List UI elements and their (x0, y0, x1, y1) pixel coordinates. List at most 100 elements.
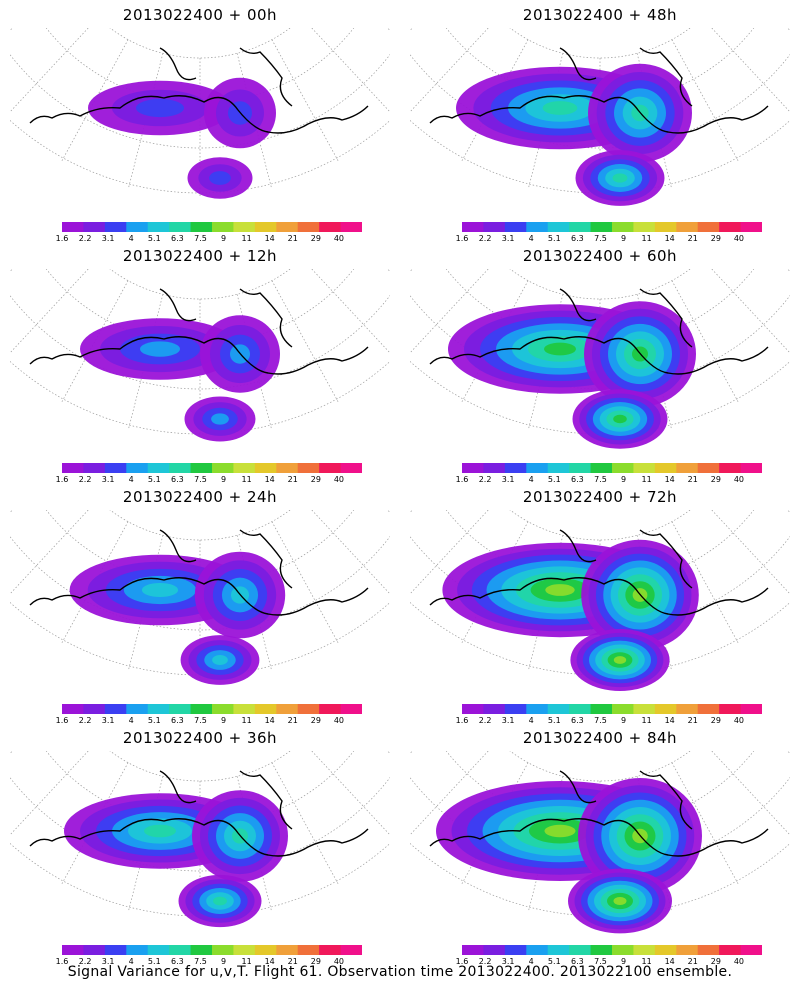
colorbar-swatch (697, 463, 720, 473)
colorbar-swatch (104, 704, 127, 714)
colorbar-tick-label: 40 (733, 957, 745, 966)
colorbar-swatch (740, 463, 762, 473)
colorbar (62, 222, 362, 232)
colorbar (62, 463, 362, 473)
coastline (429, 529, 769, 616)
colorbar-tick-label: 2.2 (478, 716, 492, 725)
variance-field (64, 790, 288, 928)
colorbar-swatch (104, 222, 127, 232)
colorbar-swatch (147, 222, 170, 232)
coastline (29, 288, 369, 375)
colorbar-swatch (697, 945, 720, 955)
colorbar-swatch (569, 945, 592, 955)
coastline (429, 288, 769, 375)
colorbar-tick-label: 11 (641, 234, 652, 243)
colorbar (62, 704, 362, 714)
colorbar-swatch (547, 945, 570, 955)
colorbar-swatch (254, 945, 277, 955)
colorbar-swatch (654, 222, 677, 232)
colorbar-swatch (169, 222, 192, 232)
colorbar-swatch (254, 704, 277, 714)
colorbar-swatch (612, 222, 634, 232)
colorbar-tick-label: 4 (528, 234, 534, 243)
colorbar-swatch (654, 945, 677, 955)
map-panel: 2013022400 + 36h 1.6 2.2 3.1 4 5.1 6.3 7.5 9 11 14… (0, 723, 400, 966)
colorbar-swatch (276, 222, 299, 232)
colorbar-swatch (297, 222, 320, 232)
colorbar-tick-label: 2.2 (78, 716, 92, 725)
colorbar-labels: 1.6 2.2 3.1 4 5.1 6.3 7.5 9 11 14 21 29 40 (444, 234, 764, 244)
colorbar-tick-label: 9 (620, 957, 627, 966)
colorbar-swatch (504, 945, 527, 955)
colorbar-swatch (697, 222, 720, 232)
colorbar-tick-label: 4 (128, 957, 134, 966)
map-panel: 2013022400 + 48h 1.6 2.2 3.1 4 5.1 6.3 7.5 9 11 14… (400, 0, 800, 243)
colorbar-tick-label: 2.2 (478, 234, 492, 243)
colorbar-tick-label: 2.2 (78, 475, 92, 484)
colorbar-swatch (590, 222, 613, 232)
panel-title: 2013022400 + 36h (122, 729, 278, 747)
colorbar-tick-label: 21 (687, 716, 698, 725)
colorbar-tick-label: 6.3 (571, 475, 584, 484)
colorbar-tick-label: 5.1 (147, 716, 161, 725)
colorbar-swatch (526, 945, 549, 955)
colorbar-tick-label: 11 (641, 475, 652, 484)
colorbar-tick-label: 1.6 (55, 716, 69, 725)
colorbar-tick-label: 21 (287, 234, 298, 243)
colorbar-swatch (740, 222, 762, 232)
colorbar-tick-label: 21 (287, 475, 298, 484)
colorbar-swatch (319, 222, 342, 232)
colorbar-tick-label: 11 (641, 716, 652, 725)
colorbar-swatch (83, 704, 106, 714)
variance-field (456, 63, 692, 206)
colorbar-tick-label: 4 (528, 957, 534, 966)
colorbar-labels: 1.6 2.2 3.1 4 5.1 6.3 7.5 9 11 14 21 29 40 (444, 957, 764, 967)
colorbar-swatch (190, 463, 213, 473)
colorbar-swatch (719, 945, 742, 955)
colorbar-tick-label: 3.1 (101, 716, 115, 725)
colorbar-swatch (697, 704, 720, 714)
colorbar-tick-label: 14 (664, 957, 675, 966)
colorbar-swatch (169, 463, 192, 473)
colorbar-tick-label: 7.5 (194, 475, 207, 484)
colorbar-tick-label: 4 (128, 475, 134, 484)
map-panel: 2013022400 + 12h 1.6 2.2 3.1 4 5.1 6.3 7.5 9 11 14… (0, 241, 400, 484)
colorbar-swatch (62, 945, 84, 955)
colorbar-tick-label: 29 (310, 234, 321, 243)
coastline (29, 529, 369, 616)
colorbar-swatch (212, 222, 234, 232)
colorbar-swatch (340, 463, 362, 473)
colorbar (462, 463, 762, 473)
colorbar-tick-label: 2.2 (478, 475, 492, 484)
map-panel: 2013022400 + 24h 1.6 2.2 3.1 4 5.1 6.3 7.5 9 11 14… (0, 482, 400, 725)
colorbar-swatch (62, 463, 84, 473)
colorbar-labels: 1.6 2.2 3.1 4 5.1 6.3 7.5 9 11 14 21 29 40 (44, 475, 364, 485)
colorbar-tick-label: 29 (310, 957, 321, 966)
colorbar-tick-label: 11 (241, 716, 252, 725)
colorbar-swatch (319, 945, 342, 955)
colorbar-swatch (62, 704, 84, 714)
coastline (29, 770, 369, 857)
colorbar-swatch (483, 463, 506, 473)
colorbar-tick-label: 9 (620, 475, 627, 484)
colorbar-swatch (719, 704, 742, 714)
colorbar-swatch (462, 222, 484, 232)
colorbar-tick-label: 1.6 (55, 475, 69, 484)
colorbar-swatch (212, 463, 234, 473)
colorbar-tick-label: 40 (733, 716, 745, 725)
colorbar-tick-label: 14 (664, 234, 675, 243)
colorbar-tick-label: 1.6 (455, 234, 469, 243)
colorbar (462, 704, 762, 714)
colorbar-tick-label: 9 (220, 234, 227, 243)
variance-map (10, 751, 390, 928)
colorbar-labels: 1.6 2.2 3.1 4 5.1 6.3 7.5 9 11 14 21 29 40 (44, 716, 364, 726)
colorbar-swatch (633, 463, 656, 473)
colorbar-tick-label: 3.1 (101, 475, 115, 484)
colorbar-tick-label: 29 (310, 475, 321, 484)
colorbar-swatch (654, 463, 677, 473)
colorbar-tick-label: 40 (333, 234, 345, 243)
colorbar-tick-label: 40 (733, 234, 745, 243)
variance-field (442, 539, 699, 691)
colorbar-tick-label: 7.5 (194, 957, 207, 966)
colorbar-tick-label: 40 (333, 957, 345, 966)
